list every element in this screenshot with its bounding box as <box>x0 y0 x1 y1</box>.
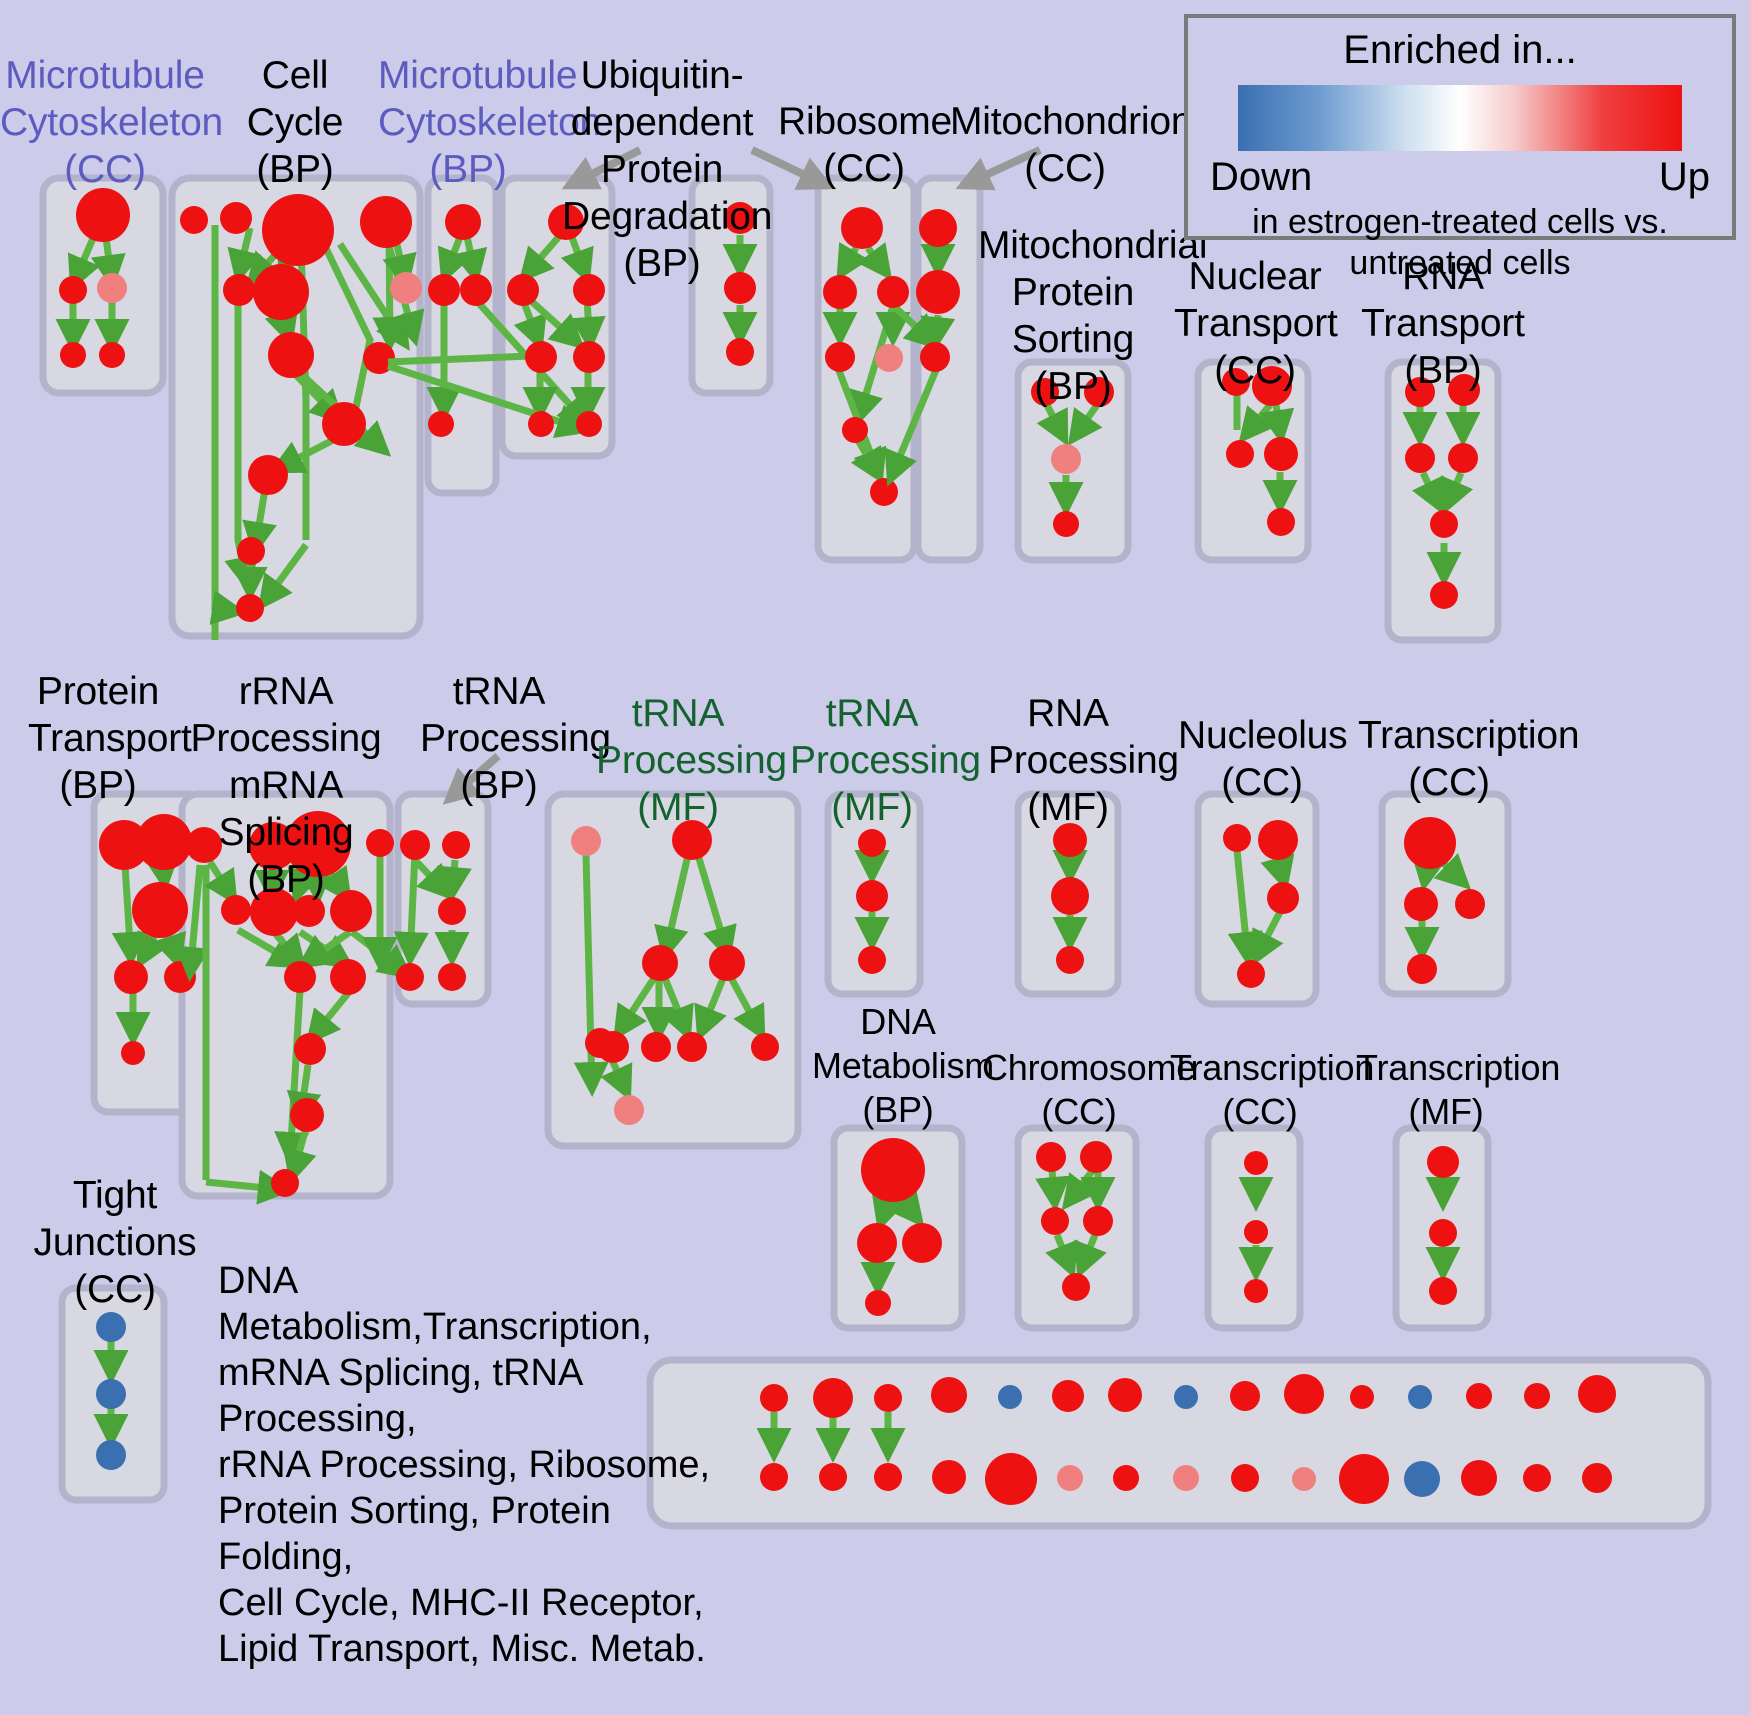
label-rna-processing-mf: RNA Processing (MF) <box>988 692 1179 829</box>
label-transcription-cc-bottom: Transcription (CC) <box>1170 1047 1375 1132</box>
module-cell-cycle-bp <box>180 194 425 640</box>
module-nucleolus-cc <box>1223 820 1299 988</box>
label-microtubule-cytoskeleton-cc: Microtubule Cytoskeleton (CC) <box>0 54 224 191</box>
label-rrna-processing-mrna-splicing-bp: rRNA Processing mRNA Splicing (BP) <box>190 670 382 901</box>
legend-endpoints: Down Up <box>1210 155 1710 200</box>
label-chromosome-cc: Chromosome (CC) <box>982 1047 1197 1132</box>
module-trna-processing-bp <box>393 830 472 991</box>
module-rrna-mrna-bp <box>175 811 414 1205</box>
legend-subtitle: in estrogen-treated cells vs. untreated … <box>1252 203 1668 282</box>
module-transcription-mf <box>1425 1146 1461 1305</box>
label-pointer-arrows <box>442 146 1042 805</box>
pointer-trna-bp <box>442 752 501 805</box>
label-rna-transport-bp: RNA Transport (BP) <box>1361 255 1525 392</box>
module-trna-processing-mf-small <box>854 829 890 974</box>
label-transcription-mf: Transcription (MF) <box>1356 1047 1561 1132</box>
label-cell-cycle-bp: Cell Cycle (BP) <box>246 54 344 191</box>
module-trna-processing-mf-large <box>571 820 779 1125</box>
legend-low-label: Down <box>1210 155 1313 199</box>
legend-panel: Enriched in... Down Up in estrogen-treat… <box>1184 14 1736 282</box>
module-ubiquitin-bp <box>386 204 606 438</box>
pointer-ubiquitin-2 <box>750 146 835 190</box>
module-ribosome-cc <box>822 207 941 506</box>
module-rna-processing-mf <box>1051 823 1089 974</box>
pointer-ubiquitin <box>561 146 642 190</box>
label-tight-junctions-cc: Tight Junctions (CC) <box>33 1174 197 1311</box>
legend-title: Enriched in... <box>1343 28 1577 72</box>
category-list: DNA Metabolism,Transcription, mRNA Splic… <box>218 1260 711 1670</box>
module-transcription-cc-top <box>1404 817 1485 984</box>
label-nuclear-transport-cc: Nuclear Transport (CC) <box>1174 255 1338 392</box>
label-trna-processing-bp: tRNA Processing (BP) <box>420 670 611 807</box>
label-mitochondrion-cc: Mitochondrion (CC) <box>950 100 1193 190</box>
module-mitochondrion-cc <box>884 209 960 487</box>
label-nucleolus-cc: Nucleolus (CC) <box>1178 714 1348 804</box>
label-trna-processing-mf-1: tRNA Processing (MF) <box>596 692 787 829</box>
module-mixed-strip <box>756 1374 1616 1505</box>
legend-colorbar <box>1238 85 1682 151</box>
module-chromosome-cc <box>1035 1141 1116 1301</box>
label-ribosome-cc: Ribosome (CC) <box>778 100 952 190</box>
label-microtubule-cytoskeleton-bp: Microtubule Cytoskeleton (BP) <box>378 54 602 191</box>
label-trna-processing-mf-2: tRNA Processing (MF) <box>790 692 981 829</box>
module-microtubule-cc <box>55 188 130 368</box>
legend-high-label: Up <box>1658 155 1710 199</box>
label-protein-transport-bp: Protein Transport (BP) <box>28 670 192 807</box>
module-nuclear-transport-cc <box>1222 366 1298 536</box>
label-transcription-cc-top: Transcription (CC) <box>1358 714 1580 804</box>
module-ubiquitin-chain <box>722 202 758 366</box>
module-mito-protein-sorting-bp <box>1031 377 1114 537</box>
module-dna-metabolism-bp <box>857 1138 942 1316</box>
module-transcription-cc-bottom <box>1238 1151 1274 1303</box>
module-protein-transport-bp <box>99 814 196 1065</box>
module-rna-transport-bp <box>1402 374 1481 609</box>
label-ubiquitin-dependent-protein-degradation-bp: Ubiquitin- dependent Protein Degradation… <box>562 54 773 285</box>
label-dna-metabolism-bp: DNA Metabolism (BP) <box>812 1001 995 1130</box>
label-mitochondrial-protein-sorting-bp: Mitochondrial Protein Sorting (BP) <box>978 224 1208 408</box>
module-tight-junctions-cc <box>93 1312 129 1470</box>
pointer-mitochondrion <box>955 146 1042 191</box>
